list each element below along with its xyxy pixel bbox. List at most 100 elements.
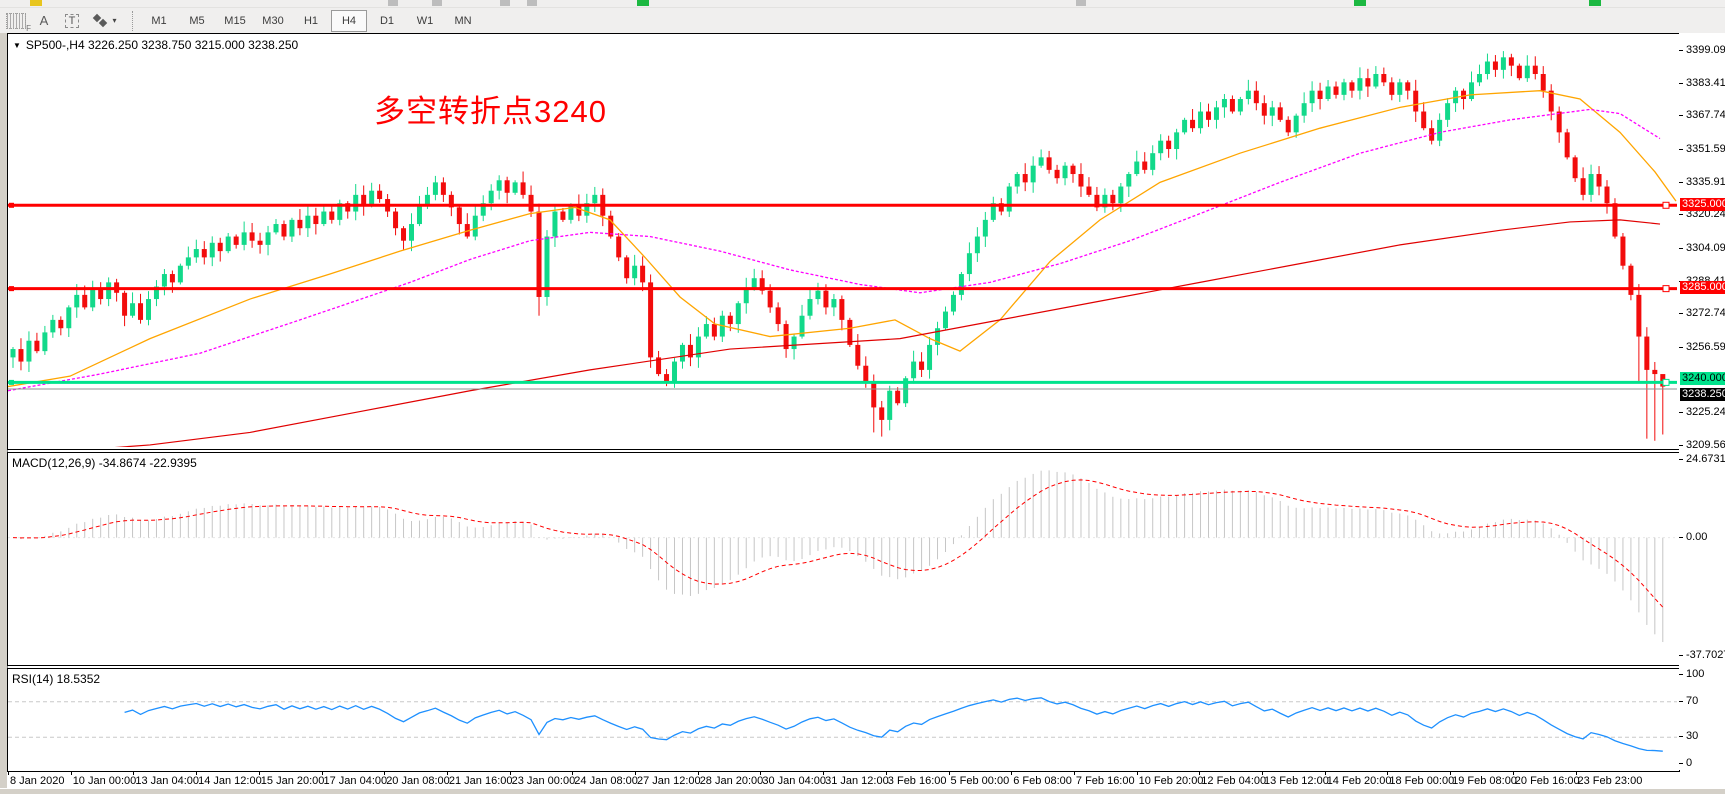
- price-badge: 3238.250: [1680, 388, 1725, 402]
- clipped-icon: [1354, 0, 1366, 6]
- time-tick-label: 7 Feb 16:00: [1075, 775, 1135, 787]
- price-tick-label: 3383.415: [1686, 76, 1725, 89]
- time-tick: [509, 772, 511, 775]
- price-tick: [1679, 49, 1683, 51]
- time-tick: [1324, 772, 1326, 775]
- time-tick: [1512, 772, 1514, 775]
- time-tick-label: 17 Jan 04:00: [323, 775, 388, 787]
- time-tick: [384, 772, 386, 775]
- time-tick-label: 8 Jan 2020: [10, 775, 65, 787]
- timeframe-button-m15[interactable]: M15: [224, 14, 246, 27]
- macd-axis-label: -37.7027: [1686, 648, 1725, 661]
- timeframe-button-m1[interactable]: M1: [151, 14, 167, 27]
- rsi-label: RSI(14) 18.5352: [12, 672, 101, 686]
- time-tick-label: 31 Jan 12:00: [825, 775, 889, 787]
- time-tick: [446, 772, 448, 775]
- chart-annotation: 多空转折点3240: [374, 94, 607, 129]
- price-tick-label: 3367.740: [1686, 109, 1725, 122]
- time-tick: [948, 772, 950, 775]
- price-tick: [1679, 313, 1683, 315]
- clipped-icon: [500, 0, 510, 6]
- time-tick-label: 6 Feb 08:00: [1013, 775, 1072, 787]
- toolbar-separator: [132, 10, 133, 31]
- time-tick: [1450, 772, 1452, 775]
- time-tick-label: 21 Jan 16:00: [448, 775, 513, 787]
- time-tick: [760, 772, 762, 775]
- rsi-chart[interactable]: [8, 669, 1677, 769]
- price-chart-panel[interactable]: ▼ SP500-,H4 3226.250 3238.750 3215.000 3…: [7, 33, 1680, 450]
- time-tick-label: 28 Jan 20:00: [699, 775, 764, 787]
- candlestick-chart[interactable]: [8, 34, 1677, 447]
- macd-chart[interactable]: [8, 453, 1677, 663]
- clipped-icon: [637, 0, 649, 6]
- chevron-down-icon: ▾: [112, 16, 117, 25]
- time-tick-label: 5 Feb 00:00: [950, 775, 1010, 787]
- price-axis[interactable]: 3399.090 3383.415 3367.740 3351.590 3335.915…: [1679, 33, 1725, 770]
- time-tick: [697, 772, 699, 775]
- price-tick: [1679, 214, 1683, 216]
- time-tick: [133, 772, 135, 775]
- price-tick: [1679, 115, 1683, 117]
- fibonacci-grid-icon[interactable]: F: [4, 11, 31, 33]
- rsi-axis-label: 70: [1686, 694, 1699, 707]
- time-tick-label: 13 Jan 04:00: [135, 775, 200, 787]
- price-badge: 3325.000: [1680, 197, 1725, 211]
- macd-indicator-panel[interactable]: MACD(12,26,9) -34.8674 -22.9395: [7, 452, 1680, 666]
- clipped-icon: [527, 0, 537, 6]
- text-label-icon[interactable]: A: [39, 13, 49, 28]
- time-tick: [8, 772, 9, 775]
- timeframe-button-mn[interactable]: MN: [454, 14, 472, 27]
- price-tick-label: 3225.240: [1686, 406, 1725, 419]
- rsi-axis-label: 100: [1686, 668, 1705, 680]
- time-tick: [196, 772, 198, 775]
- timeframe-button-m30[interactable]: M30: [262, 14, 284, 27]
- rsi-indicator-panel[interactable]: RSI(14) 18.5352: [7, 668, 1680, 772]
- time-tick-label: 3 Feb 16:00: [887, 775, 947, 787]
- price-tick: [1679, 412, 1683, 414]
- window-bottom-edge: [0, 789, 1725, 794]
- time-tick-label: 23 Feb 23:00: [1577, 775, 1643, 787]
- timeframe-button-w1[interactable]: W1: [416, 14, 434, 27]
- time-tick-label: 30 Jan 04:00: [762, 775, 827, 787]
- time-tick: [1073, 772, 1075, 775]
- price-tick: [1679, 82, 1683, 84]
- timeframe-button-h4[interactable]: H4: [331, 9, 367, 32]
- price-tick: [1679, 280, 1683, 282]
- time-tick-label: 10 Jan 00:00: [72, 775, 137, 787]
- timeframe-button-d1[interactable]: D1: [379, 14, 395, 27]
- time-tick-label: 23 Jan 00:00: [511, 775, 576, 787]
- clipped-toolbar-row: [0, 0, 1725, 8]
- time-tick: [321, 772, 323, 775]
- time-tick: [635, 772, 636, 775]
- time-tick-label: 14 Jan 12:00: [198, 775, 262, 787]
- time-tick: [1387, 772, 1389, 775]
- rsi-axis-label: 0: [1686, 757, 1693, 769]
- time-tick: [823, 772, 825, 775]
- time-tick: [1262, 772, 1263, 775]
- price-badge: 3240.000: [1680, 372, 1725, 386]
- time-tick-label: 24 Jan 08:00: [574, 775, 638, 787]
- price-tick-label: 3320.240: [1686, 208, 1725, 221]
- time-tick-label: 18 Feb 00:00: [1389, 775, 1455, 787]
- price-tick-label: 3351.590: [1686, 142, 1725, 155]
- clipped-icon: [30, 0, 42, 6]
- time-axis[interactable]: 8 Jan 2020 10 Jan 00:00 13 Jan 04:00 14 Jan…: [7, 772, 1679, 789]
- price-tick-label: 3399.090: [1686, 43, 1725, 56]
- shapes-arrows-icon[interactable]: ▾: [88, 11, 122, 31]
- price-tick: [1679, 247, 1683, 249]
- timeframe-button-h1[interactable]: H1: [303, 14, 319, 27]
- price-tick-label: 3272.740: [1686, 307, 1725, 320]
- clipped-icon: [1589, 0, 1601, 6]
- timeframe-button-m5[interactable]: M5: [189, 14, 205, 27]
- macd-axis-label: 24.6731: [1686, 453, 1725, 466]
- text-box-icon[interactable]: T: [60, 11, 84, 31]
- clipped-icon: [1076, 0, 1086, 6]
- price-tick-label: 3335.915: [1686, 175, 1725, 188]
- chart-menu-triangle-icon[interactable]: ▼: [13, 40, 21, 50]
- time-tick-label: 27 Jan 12:00: [637, 775, 701, 787]
- time-tick-label: 12 Feb 04:00: [1201, 775, 1267, 787]
- symbol-title: ▼ SP500-,H4 3226.250 3238.750 3215.000 3…: [13, 38, 298, 52]
- time-tick-label: 14 Feb 20:00: [1326, 775, 1392, 787]
- price-tick: [1679, 346, 1683, 348]
